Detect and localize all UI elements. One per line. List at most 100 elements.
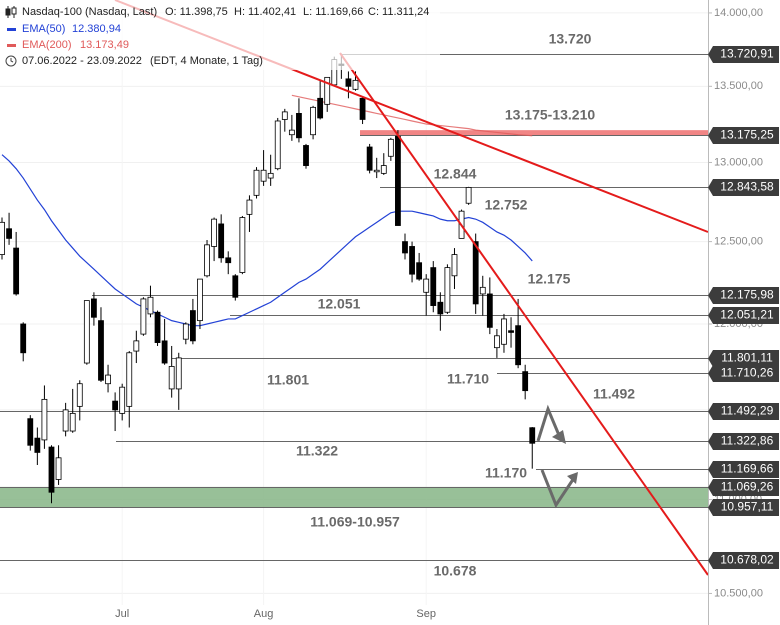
arrow-head — [567, 472, 578, 484]
candle-body — [69, 412, 76, 432]
candle-body — [479, 286, 486, 295]
candle-body — [189, 310, 196, 342]
candle-body — [267, 172, 274, 179]
price-box — [708, 461, 779, 478]
price-box — [708, 499, 779, 516]
price-box — [708, 287, 779, 304]
price-box — [708, 479, 779, 496]
candle-body — [55, 457, 62, 480]
candle-body — [41, 398, 48, 441]
candle-body — [126, 352, 133, 407]
legend: Nasdaq-100 (Nasdaq, Last) O: 11.398,75 H… — [0, 0, 440, 70]
candle-body — [508, 330, 514, 333]
candle-body — [119, 386, 126, 414]
candle-body — [515, 325, 522, 366]
annotation: 13.175-13.210 — [505, 107, 596, 123]
x-tick-label: Sep — [416, 608, 436, 620]
candle-body — [197, 278, 203, 322]
price-label: 11.492,29 — [721, 404, 774, 418]
price-label: 11.322,86 — [721, 434, 774, 448]
candle-body — [225, 257, 232, 264]
price-label: 10.957,11 — [721, 500, 774, 514]
candle-body — [20, 323, 27, 354]
annotation: 10.678 — [434, 563, 477, 579]
annotation: 12.752 — [485, 197, 528, 213]
legend-entry: EMA(200) — [22, 39, 72, 51]
candle-body — [147, 296, 154, 315]
clock-icon — [5, 55, 17, 67]
candle-body — [204, 244, 210, 277]
period: 07.06.2022 - 23.09.2022 — [22, 55, 142, 67]
annotation: 13.720 — [549, 31, 592, 47]
candle-body — [83, 300, 90, 364]
y-tick-label: 12.500,00 — [714, 236, 763, 248]
candle-body — [0, 221, 5, 255]
candle-body — [303, 145, 309, 166]
period-note: (EDT, 4 Monate, 1 Tag) — [150, 55, 263, 67]
price-label: 12.843,58 — [720, 180, 774, 194]
price-label: 11.169,66 — [721, 462, 774, 476]
y-tick-label: 13.000,00 — [714, 156, 763, 168]
price-box — [708, 365, 779, 382]
trend-line — [339, 52, 709, 576]
candle-body — [281, 111, 288, 120]
price-box — [708, 350, 779, 367]
candle-body — [395, 135, 401, 226]
zone — [0, 486, 708, 508]
candle-body — [359, 97, 366, 120]
legend-value: 13.173,49 — [80, 39, 129, 51]
y-tick-label: 13.500,00 — [714, 80, 763, 92]
candle-body — [493, 335, 500, 349]
price-label: 13.720,91 — [720, 47, 774, 61]
price-box — [708, 127, 779, 144]
candle-body — [465, 187, 472, 204]
candle-body — [140, 298, 147, 335]
candle-body — [168, 366, 175, 390]
price-label: 11.801,11 — [721, 351, 773, 365]
price-label: 11.710,26 — [721, 366, 774, 380]
candle-body — [62, 409, 69, 432]
candle-body — [486, 293, 493, 328]
candle-body — [437, 301, 444, 315]
candle-body — [296, 113, 302, 139]
ema-line — [1, 154, 533, 327]
quote: C: 11.311,24 — [368, 6, 429, 18]
candle-body — [366, 146, 373, 171]
candle-body — [402, 241, 408, 254]
candle-body — [161, 340, 168, 364]
arrow — [536, 404, 563, 442]
price-label: 11.069,26 — [721, 480, 774, 494]
candle-body — [416, 262, 423, 280]
candle-body — [522, 371, 529, 392]
price-label: 12.051,21 — [720, 308, 774, 322]
candle-body — [310, 106, 316, 136]
candle-body — [175, 357, 182, 390]
price-box — [708, 552, 779, 569]
candle-body — [274, 120, 281, 170]
annotation: 12.175 — [528, 271, 571, 287]
candle-body — [352, 79, 359, 90]
quote: L: 11.169,66 — [303, 6, 363, 18]
price-box — [708, 179, 779, 196]
annotation: 11.801 — [267, 372, 309, 388]
y-tick-label: 10.500,00 — [714, 587, 763, 599]
candle-icon — [5, 6, 17, 18]
annotation: 11.492 — [593, 386, 635, 402]
candle-body — [246, 199, 253, 215]
price-label: 13.175,25 — [720, 128, 774, 142]
legend-value: 12.380,94 — [72, 23, 121, 35]
quote: H: 11.402,41 — [234, 6, 296, 18]
candle-body — [253, 169, 260, 196]
legend-background — [0, 0, 440, 70]
arrow-head — [552, 430, 566, 444]
candle-body — [48, 446, 55, 493]
price-box — [708, 433, 779, 450]
x-tick-label: Jul — [115, 608, 129, 620]
quote: O: 11.398,75 — [165, 6, 228, 18]
legend-swatch — [7, 44, 16, 47]
candle-body — [239, 217, 246, 273]
candle-body — [472, 241, 479, 305]
legend-swatch — [7, 28, 16, 31]
candle-body — [380, 165, 387, 174]
